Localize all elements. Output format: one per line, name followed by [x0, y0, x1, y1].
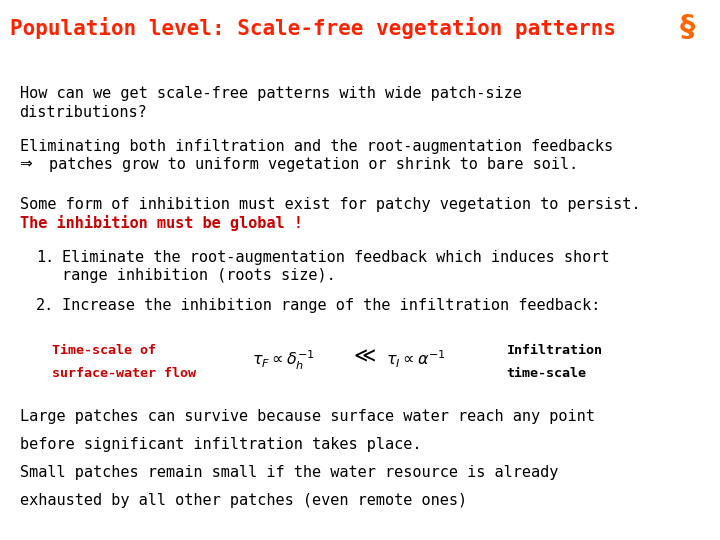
- Text: patches grow to uniform vegetation or shrink to bare soil.: patches grow to uniform vegetation or sh…: [49, 157, 578, 172]
- Text: 2.: 2.: [36, 298, 54, 313]
- Text: Some form of inhibition must exist for patchy vegetation to persist.: Some form of inhibition must exist for p…: [19, 197, 640, 212]
- Text: Infiltration: Infiltration: [507, 345, 603, 357]
- Text: Population level: Scale-free vegetation patterns: Population level: Scale-free vegetation …: [10, 17, 616, 39]
- Text: time-scale: time-scale: [507, 367, 587, 381]
- Text: $\ll$: $\ll$: [349, 347, 377, 367]
- Text: Eliminating both infiltration and the root-augmentation feedbacks: Eliminating both infiltration and the ro…: [19, 139, 613, 154]
- Text: Eliminate the root-augmentation feedback which induces short: Eliminate the root-augmentation feedback…: [62, 250, 610, 265]
- Text: distributions?: distributions?: [19, 105, 148, 120]
- Text: exhausted by all other patches (even remote ones): exhausted by all other patches (even rem…: [19, 492, 467, 508]
- Text: Small patches remain small if the water resource is already: Small patches remain small if the water …: [19, 464, 558, 480]
- Text: range inhibition (roots size).: range inhibition (roots size).: [62, 268, 336, 284]
- Text: surface-water flow: surface-water flow: [53, 367, 197, 381]
- Text: $\tau_I \propto \alpha^{-1}$: $\tau_I \propto \alpha^{-1}$: [386, 349, 446, 370]
- Text: The inhibition must be global !: The inhibition must be global !: [19, 215, 302, 231]
- Text: ⇒: ⇒: [19, 157, 32, 172]
- Text: before significant infiltration takes place.: before significant infiltration takes pl…: [19, 436, 421, 451]
- Text: 1.: 1.: [36, 250, 54, 265]
- Text: Time-scale of: Time-scale of: [53, 345, 156, 357]
- Text: Increase the inhibition range of the infiltration feedback:: Increase the inhibition range of the inf…: [62, 298, 600, 313]
- Text: Large patches can survive because surface water reach any point: Large patches can survive because surfac…: [19, 409, 595, 423]
- Text: $\tau_F \propto \delta_h^{-1}$: $\tau_F \propto \delta_h^{-1}$: [252, 349, 315, 372]
- Text: Ben Gurion University, Ehud Meron - www.bgu.ac.il/~ehud: Ben Gurion University, Ehud Meron - www.…: [683, 161, 691, 436]
- Text: §: §: [679, 13, 695, 42]
- Text: How can we get scale-free patterns with wide patch-size: How can we get scale-free patterns with …: [19, 86, 521, 100]
